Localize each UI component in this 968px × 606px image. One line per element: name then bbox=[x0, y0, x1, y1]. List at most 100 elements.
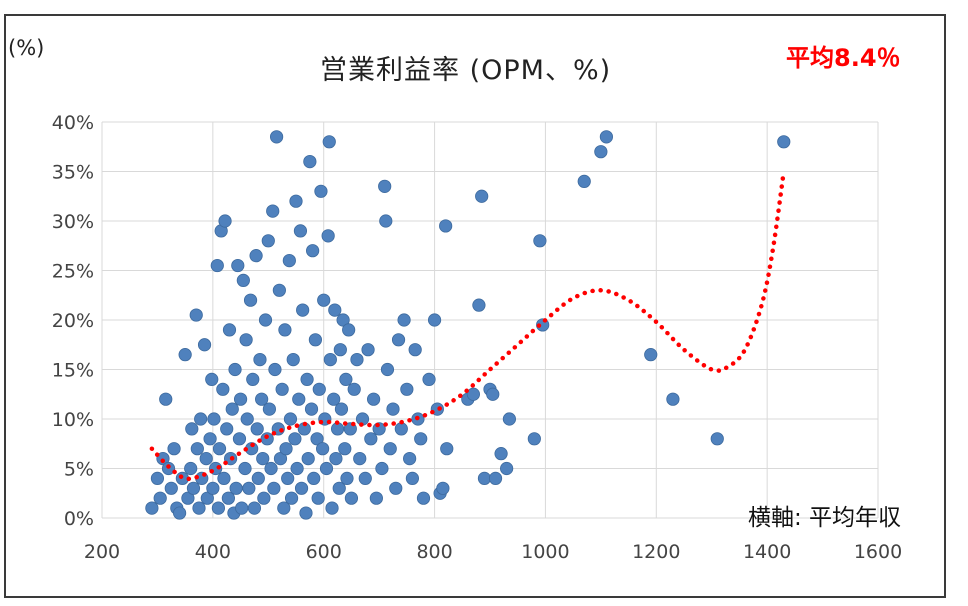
data-point bbox=[375, 461, 389, 476]
data-point bbox=[184, 461, 198, 476]
data-point bbox=[258, 313, 273, 327]
data-point bbox=[203, 432, 217, 446]
data-point bbox=[164, 481, 178, 495]
data-point bbox=[316, 442, 330, 456]
data-point bbox=[710, 432, 724, 446]
data-point bbox=[257, 491, 271, 505]
data-point bbox=[247, 501, 262, 515]
data-point bbox=[239, 333, 253, 347]
data-point bbox=[336, 313, 350, 327]
data-point bbox=[229, 481, 243, 495]
data-point bbox=[256, 451, 270, 466]
data-point bbox=[466, 387, 480, 401]
data-point bbox=[225, 402, 239, 416]
data-point bbox=[262, 402, 276, 416]
data-point bbox=[275, 382, 289, 396]
data-point bbox=[379, 214, 393, 228]
data-point bbox=[267, 481, 281, 495]
data-point bbox=[422, 372, 436, 386]
data-point bbox=[278, 323, 292, 337]
data-point bbox=[218, 214, 232, 228]
data-point bbox=[334, 402, 349, 416]
data-point bbox=[269, 130, 284, 144]
data-point bbox=[353, 451, 367, 466]
data-point bbox=[361, 343, 375, 357]
data-point bbox=[185, 422, 199, 436]
data-point bbox=[296, 303, 310, 317]
data-point bbox=[594, 145, 608, 159]
data-point bbox=[235, 501, 249, 515]
data-point bbox=[210, 258, 224, 273]
data-point bbox=[344, 491, 359, 505]
data-point bbox=[289, 194, 303, 208]
data-point bbox=[238, 461, 252, 476]
data-point bbox=[249, 249, 263, 263]
data-point bbox=[220, 422, 234, 436]
x-tick-label: 200 bbox=[84, 541, 120, 563]
data-point bbox=[391, 333, 406, 347]
data-point bbox=[268, 362, 282, 377]
data-point bbox=[189, 308, 203, 322]
data-point bbox=[178, 348, 192, 362]
data-point bbox=[347, 382, 361, 396]
data-point bbox=[292, 392, 306, 406]
data-point bbox=[358, 471, 372, 485]
data-point bbox=[329, 451, 343, 466]
data-point bbox=[236, 273, 250, 287]
data-point bbox=[477, 471, 492, 485]
data-point bbox=[207, 412, 221, 426]
data-point bbox=[232, 432, 247, 446]
x-tick-label: 800 bbox=[416, 541, 452, 563]
y-tick-label: 20% bbox=[52, 310, 94, 332]
data-point bbox=[400, 382, 414, 396]
data-point bbox=[205, 372, 219, 386]
data-point bbox=[644, 348, 658, 362]
y-tick-label: 25% bbox=[52, 261, 94, 283]
data-point bbox=[577, 174, 591, 188]
data-point bbox=[317, 293, 331, 307]
y-tick-label: 30% bbox=[52, 211, 94, 233]
data-point bbox=[286, 352, 300, 367]
data-point bbox=[300, 372, 314, 386]
data-point bbox=[310, 432, 324, 446]
data-point bbox=[599, 130, 614, 144]
data-point bbox=[533, 234, 547, 248]
data-point bbox=[502, 412, 516, 426]
data-point bbox=[181, 491, 195, 505]
data-point bbox=[436, 481, 450, 495]
data-point bbox=[350, 352, 364, 367]
y-tick-label: 0% bbox=[64, 508, 94, 530]
data-point bbox=[221, 491, 235, 505]
data-point bbox=[366, 392, 381, 406]
data-point bbox=[332, 481, 346, 495]
data-point bbox=[312, 382, 326, 396]
x-tick-label: 1600 bbox=[854, 541, 902, 563]
data-point bbox=[217, 471, 231, 485]
data-point bbox=[386, 402, 400, 416]
data-point bbox=[308, 333, 322, 347]
data-point bbox=[231, 258, 245, 273]
data-point bbox=[500, 461, 514, 476]
data-point bbox=[284, 491, 299, 505]
y-unit-label: (%) bbox=[8, 36, 45, 60]
data-point bbox=[364, 432, 378, 446]
data-point bbox=[342, 323, 356, 337]
data-point bbox=[216, 382, 230, 396]
data-point bbox=[264, 461, 278, 476]
data-point bbox=[145, 501, 159, 515]
y-tick-label: 5% bbox=[64, 459, 94, 481]
data-point bbox=[251, 471, 265, 485]
data-point bbox=[328, 303, 342, 317]
data-point bbox=[397, 313, 411, 327]
data-point bbox=[303, 155, 317, 169]
data-point bbox=[319, 461, 334, 476]
data-point bbox=[186, 481, 201, 495]
data-point bbox=[304, 402, 319, 416]
data-point bbox=[277, 501, 291, 515]
data-point bbox=[288, 432, 302, 446]
data-point bbox=[212, 442, 227, 456]
average-label: 平均8.4％ bbox=[786, 44, 901, 72]
data-point bbox=[394, 422, 408, 436]
data-point bbox=[228, 362, 242, 377]
